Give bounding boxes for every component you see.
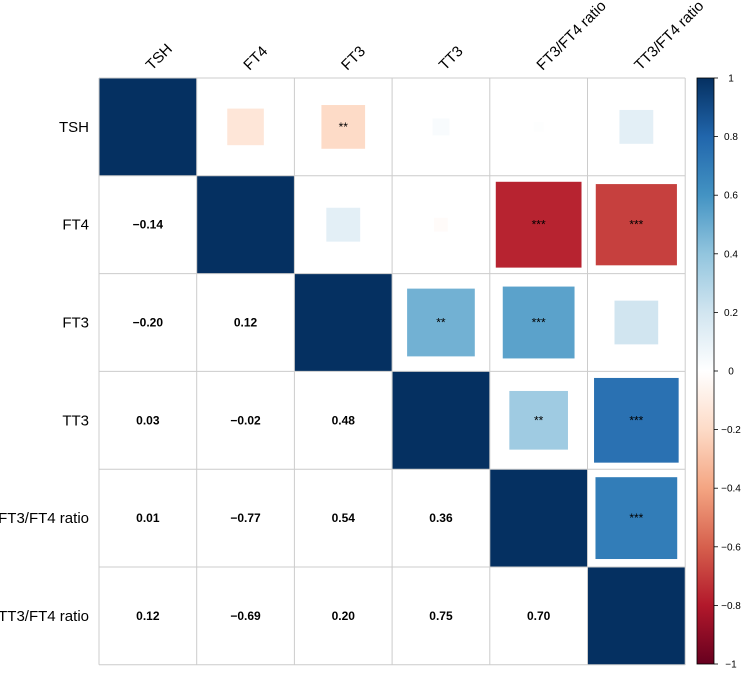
row-label: FT3/FT4 ratio <box>0 510 89 527</box>
significance-mark-2-3: ** <box>436 316 446 330</box>
column-label: FT4 <box>240 43 271 74</box>
column-label: TT3/FT4 ratio <box>631 0 707 74</box>
significance-mark-3-5: *** <box>629 413 643 427</box>
cell-square-3-3 <box>392 371 490 470</box>
cell-square-4-5 <box>595 477 678 560</box>
significance-mark-4-5: *** <box>629 511 643 525</box>
cell-square-0-1 <box>227 108 264 146</box>
cell-square-1-2 <box>326 207 361 242</box>
row-label: FT4 <box>62 217 89 234</box>
cell-square-2-5 <box>614 300 659 345</box>
cell-value-5-0: 0.12 <box>136 609 160 623</box>
significance-mark-3-4: ** <box>534 413 544 427</box>
colorbar-tick-label: 0.4 <box>724 249 738 260</box>
cell-value-3-2: 0.48 <box>332 413 356 427</box>
cell-value-2-1: 0.12 <box>234 316 258 330</box>
cell-square-1-5 <box>595 184 677 266</box>
cell-square-5-5 <box>587 567 686 665</box>
cell-square-1-1 <box>196 175 295 274</box>
colorbar-tick-label: −1 <box>725 660 737 671</box>
cell-value-1-0: −0.14 <box>133 218 164 232</box>
cell-value-4-0: 0.01 <box>136 511 160 525</box>
colorbar-tick-label: −0.8 <box>721 601 741 612</box>
row-label: TT3/FT4 ratio <box>0 608 89 625</box>
cell-value-4-3: 0.36 <box>429 511 453 525</box>
cell-value-4-1: −0.77 <box>230 511 261 525</box>
cell-square-1-3 <box>434 217 448 232</box>
colorbar-tick-label: −0.6 <box>721 542 741 553</box>
cell-square-0-3 <box>432 118 450 136</box>
row-label: TT3 <box>62 412 89 429</box>
significance-mark-1-4: *** <box>532 218 546 232</box>
cell-value-5-3: 0.75 <box>429 609 453 623</box>
matrix-grid <box>98 77 686 666</box>
cell-square-1-4 <box>495 181 582 268</box>
colorbar-gradient <box>696 77 715 665</box>
significance-mark-2-4: *** <box>532 316 546 330</box>
matrix-text: **−0.14 *** ***−0.20 0.12 ** ***0.03 −0.02 0.48… <box>133 120 644 623</box>
column-label: FT3/FT4 ratio <box>533 0 609 74</box>
cell-square-2-2 <box>294 273 393 372</box>
colorbar: −1 −0.8 −0.6 −0.4 −0.2 0 0.2 0.4 0.6 0.8 1 <box>696 74 741 671</box>
column-label: TSH <box>143 41 176 74</box>
cell-value-2-0: −0.20 <box>133 316 164 330</box>
cell-value-5-1: −0.69 <box>230 609 261 623</box>
cell-square-0-2 <box>321 105 366 149</box>
cell-value-5-2: 0.20 <box>332 609 356 623</box>
cell-square-0-4 <box>533 122 544 132</box>
cell-square-2-4 <box>502 286 575 359</box>
cell-value-3-1: −0.02 <box>230 413 261 427</box>
row-label: FT3 <box>62 315 89 332</box>
matrix-cells <box>99 78 686 665</box>
colorbar-tick-label: 1 <box>728 74 734 85</box>
cell-square-0-0 <box>99 78 197 176</box>
colorbar-tick-label: 0.8 <box>724 132 738 143</box>
cell-square-2-3 <box>407 288 475 357</box>
row-label: TSH <box>59 119 89 136</box>
colorbar-tick-label: −0.2 <box>721 425 741 436</box>
significance-mark-1-5: *** <box>629 218 643 232</box>
colorbar-tick-label: −0.4 <box>721 484 741 495</box>
cell-value-5-4: 0.70 <box>527 609 551 623</box>
column-label: TT3 <box>436 43 467 74</box>
cell-square-0-5 <box>619 109 654 144</box>
colorbar-tick-label: 0 <box>728 367 734 378</box>
significance-mark-0-2: ** <box>339 120 349 134</box>
colorbar-tick-label: 0.2 <box>724 308 738 319</box>
cell-square-3-4 <box>509 390 568 450</box>
column-label: FT3 <box>338 43 369 74</box>
cell-square-3-5 <box>594 377 679 463</box>
colorbar-tick-label: 0.6 <box>724 191 738 202</box>
cell-value-4-2: 0.54 <box>332 511 356 525</box>
cell-square-4-4 <box>489 469 588 567</box>
cell-value-3-0: 0.03 <box>136 413 160 427</box>
